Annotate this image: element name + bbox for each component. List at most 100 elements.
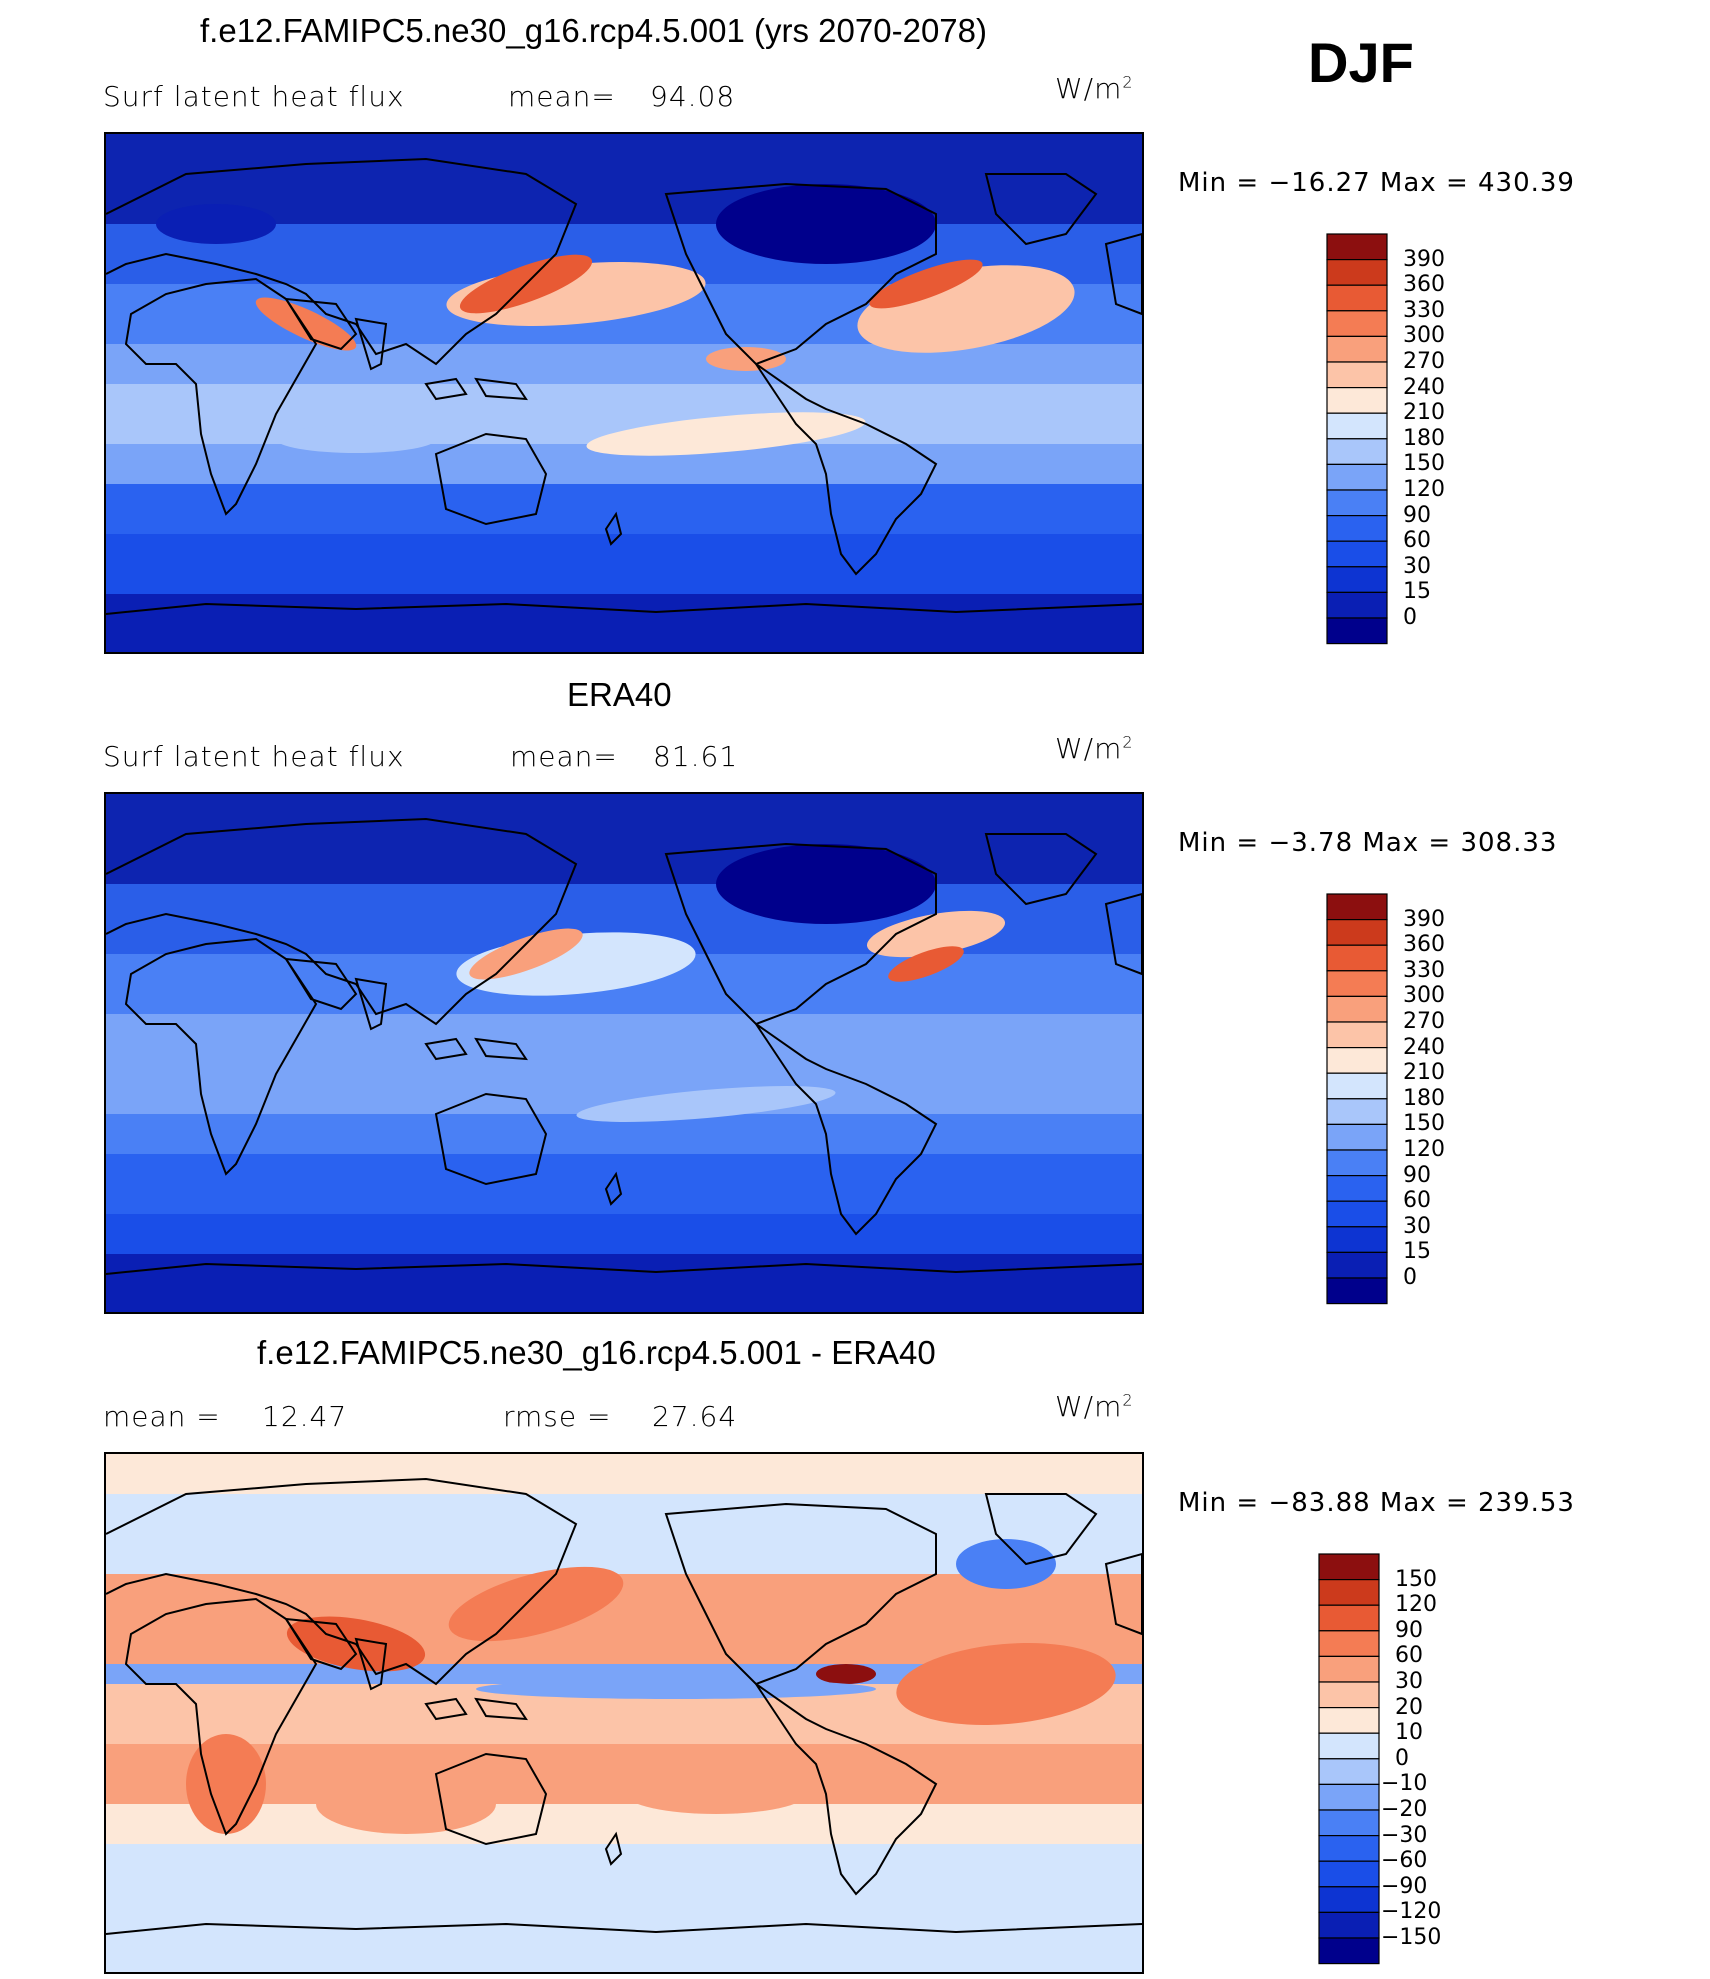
coastline [755, 1023, 938, 1236]
field-contour [896, 1643, 1116, 1725]
field-band [106, 134, 1142, 224]
colorbar-swatch [1326, 893, 1388, 921]
colorbar-tick-label: 60 [1403, 1188, 1431, 1214]
panel1-map [104, 132, 1144, 654]
colorbar-tick-label: 330 [1403, 297, 1445, 323]
coastline [1104, 892, 1142, 976]
field-band [106, 484, 1142, 534]
colorbar-tick-label: 30 [1403, 553, 1431, 579]
field-band [106, 594, 1142, 652]
panel3-rmse-label: rmse = [503, 1400, 612, 1433]
field-band [106, 1014, 1142, 1114]
colorbar-tick-label: 60 [1395, 1643, 1423, 1669]
colorbar-swatch [1318, 1604, 1380, 1632]
field-contour [476, 1679, 876, 1699]
field-contour [888, 946, 964, 982]
colorbar-swatch [1326, 1098, 1388, 1126]
colorbar-swatch [1326, 335, 1388, 363]
panel2-mean-value: 81.61 [653, 740, 739, 773]
colorbar-swatch [1318, 1732, 1380, 1760]
colorbar-tick-label: 0 [1403, 1265, 1417, 1290]
field-contour [866, 910, 1006, 958]
coastline [434, 432, 548, 526]
colorbar-swatch [1326, 1047, 1388, 1074]
colorbar-swatch [1326, 233, 1388, 261]
colorbar-tick-label: 360 [1403, 272, 1445, 298]
colorbar-tick-label: 10 [1395, 1720, 1423, 1746]
colorbar-tick-label: 120 [1395, 1592, 1437, 1618]
colorbar-tick-label: 210 [1403, 400, 1445, 426]
coastline [354, 317, 388, 371]
coastline [424, 1037, 468, 1061]
panel1-title: f.e12.FAMIPC5.ne30_g16.rcp4.5.001 (yrs 2… [200, 12, 987, 49]
panel2-map [104, 792, 1144, 1314]
colorbar-swatch [1326, 566, 1388, 593]
colorbar-tick-label: −60 [1381, 1848, 1428, 1874]
panel2-min-max: Min = −3.78 Max = 308.33 [1178, 828, 1558, 858]
panel2-mean-label: mean= [510, 740, 618, 773]
coastline [424, 377, 468, 401]
coastline [106, 1922, 1142, 1935]
colorbar-tick-label: 90 [1403, 1162, 1431, 1188]
coastline [106, 602, 1142, 615]
colorbar-swatch [1326, 310, 1388, 338]
coastline [106, 817, 578, 1026]
colorbar-tick-label: 180 [1403, 425, 1445, 451]
colorbar-tick-label: 300 [1403, 323, 1445, 349]
colorbar-tick-label: 20 [1395, 1694, 1423, 1720]
coastline [664, 842, 937, 1026]
coastline [106, 157, 578, 366]
field-band [106, 1214, 1142, 1254]
coastline [474, 1037, 528, 1061]
colorbar-swatch [1318, 1886, 1380, 1913]
colorbar-tick-label: 390 [1403, 246, 1445, 272]
colorbar-swatch [1318, 1783, 1380, 1811]
field-contour [255, 297, 357, 351]
colorbar-tick-label: 0 [1395, 1745, 1409, 1771]
coastline [604, 511, 623, 546]
coastline [984, 833, 1098, 906]
field-band [106, 344, 1142, 384]
field-band [106, 1154, 1142, 1214]
colorbar-swatch [1326, 617, 1388, 645]
coastline [755, 363, 938, 576]
coastline [124, 1597, 318, 1836]
field-band [106, 1454, 1142, 1494]
panel1-min-max: Min = −16.27 Max = 430.39 [1178, 168, 1575, 198]
coastline [124, 277, 318, 516]
field-contour [156, 204, 276, 244]
colorbar-swatch [1326, 1200, 1388, 1228]
panel2-colorbar: 0 15 30 60 90 120 150 180 210 240 270 300 330 360 390 [1325, 892, 1445, 1311]
panel3-units: W/m2 [1055, 1390, 1134, 1423]
colorbar-swatch [1326, 970, 1388, 998]
panel3-min-max: Min = −83.88 Max = 239.53 [1178, 1488, 1575, 1518]
coastline [434, 1752, 548, 1846]
colorbar-swatch [1318, 1681, 1380, 1709]
colorbar-swatch [1318, 1707, 1380, 1734]
colorbar-swatch [1326, 1226, 1388, 1253]
coastline [984, 1493, 1098, 1566]
colorbar-swatch [1326, 1277, 1388, 1305]
colorbar-swatch [1326, 1175, 1388, 1202]
colorbar-swatch [1326, 540, 1388, 568]
colorbar-swatch [1318, 1860, 1380, 1888]
coastline [124, 937, 318, 1176]
field-contour [276, 425, 436, 453]
colorbar-swatch [1326, 489, 1388, 517]
colorbar-swatch [1326, 995, 1388, 1023]
panel1-mean-label: mean= [508, 80, 616, 113]
coastline [664, 182, 937, 366]
colorbar-tick-label: 330 [1403, 957, 1445, 983]
field-band [106, 1804, 1142, 1844]
colorbar-tick-label: 15 [1403, 1239, 1431, 1265]
panel3-map [104, 1452, 1144, 1974]
coastline [434, 1092, 548, 1186]
colorbar-swatch [1318, 1655, 1380, 1683]
panel3-mean-value: 12.47 [262, 1400, 348, 1433]
colorbar-tick-label: 15 [1403, 579, 1431, 605]
panel3-colorbar: −150 −120 −90 −60 −30 −20 −10 0 10 20 30 60 90 120 150 [1317, 1552, 1441, 1971]
field-contour [716, 184, 936, 264]
coastline [284, 297, 358, 351]
field-contour [816, 1664, 876, 1684]
panel3-title: f.e12.FAMIPC5.ne30_g16.rcp4.5.001 - ERA4… [257, 1334, 936, 1371]
